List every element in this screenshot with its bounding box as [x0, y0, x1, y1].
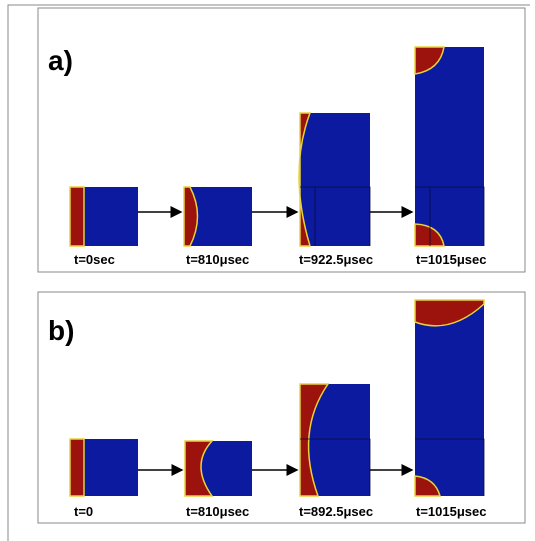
time-label: t=0sec [74, 252, 115, 267]
mesh-edge [415, 186, 485, 246]
droplet [414, 223, 445, 247]
time-label: t=922.5μsec [299, 252, 373, 267]
droplet [183, 186, 199, 247]
panel-b: b) t=0 t=810μsec t=892.5μsec t=1015μsec [37, 291, 526, 524]
droplet [298, 112, 312, 247]
panel-label: a) [48, 45, 73, 76]
time-label: t=1015μsec [416, 252, 486, 267]
time-label: t=1015μsec [416, 504, 486, 519]
droplet [69, 186, 85, 247]
time-label: t=0 [74, 504, 93, 519]
domain [415, 47, 484, 246]
droplet [414, 299, 485, 327]
mesh-edge [415, 438, 485, 496]
panel-label: b) [48, 315, 74, 346]
mesh-edge [300, 438, 371, 496]
panel-frame [37, 291, 526, 524]
domain [300, 113, 370, 246]
panel-frame [37, 7, 526, 273]
time-label: t=810μsec [186, 504, 249, 519]
domain [415, 300, 484, 496]
page-border [7, 4, 530, 541]
time-label: t=892.5μsec [299, 504, 373, 519]
time-label: t=810μsec [186, 252, 249, 267]
droplet [69, 438, 85, 497]
panel-a: a) t=0sec t=810μsec t=922.5μsec t=1015μs… [37, 7, 526, 273]
droplet [184, 440, 214, 497]
droplet [414, 475, 441, 497]
mesh-edge [300, 186, 371, 246]
droplet [414, 46, 445, 75]
droplet [299, 383, 330, 497]
